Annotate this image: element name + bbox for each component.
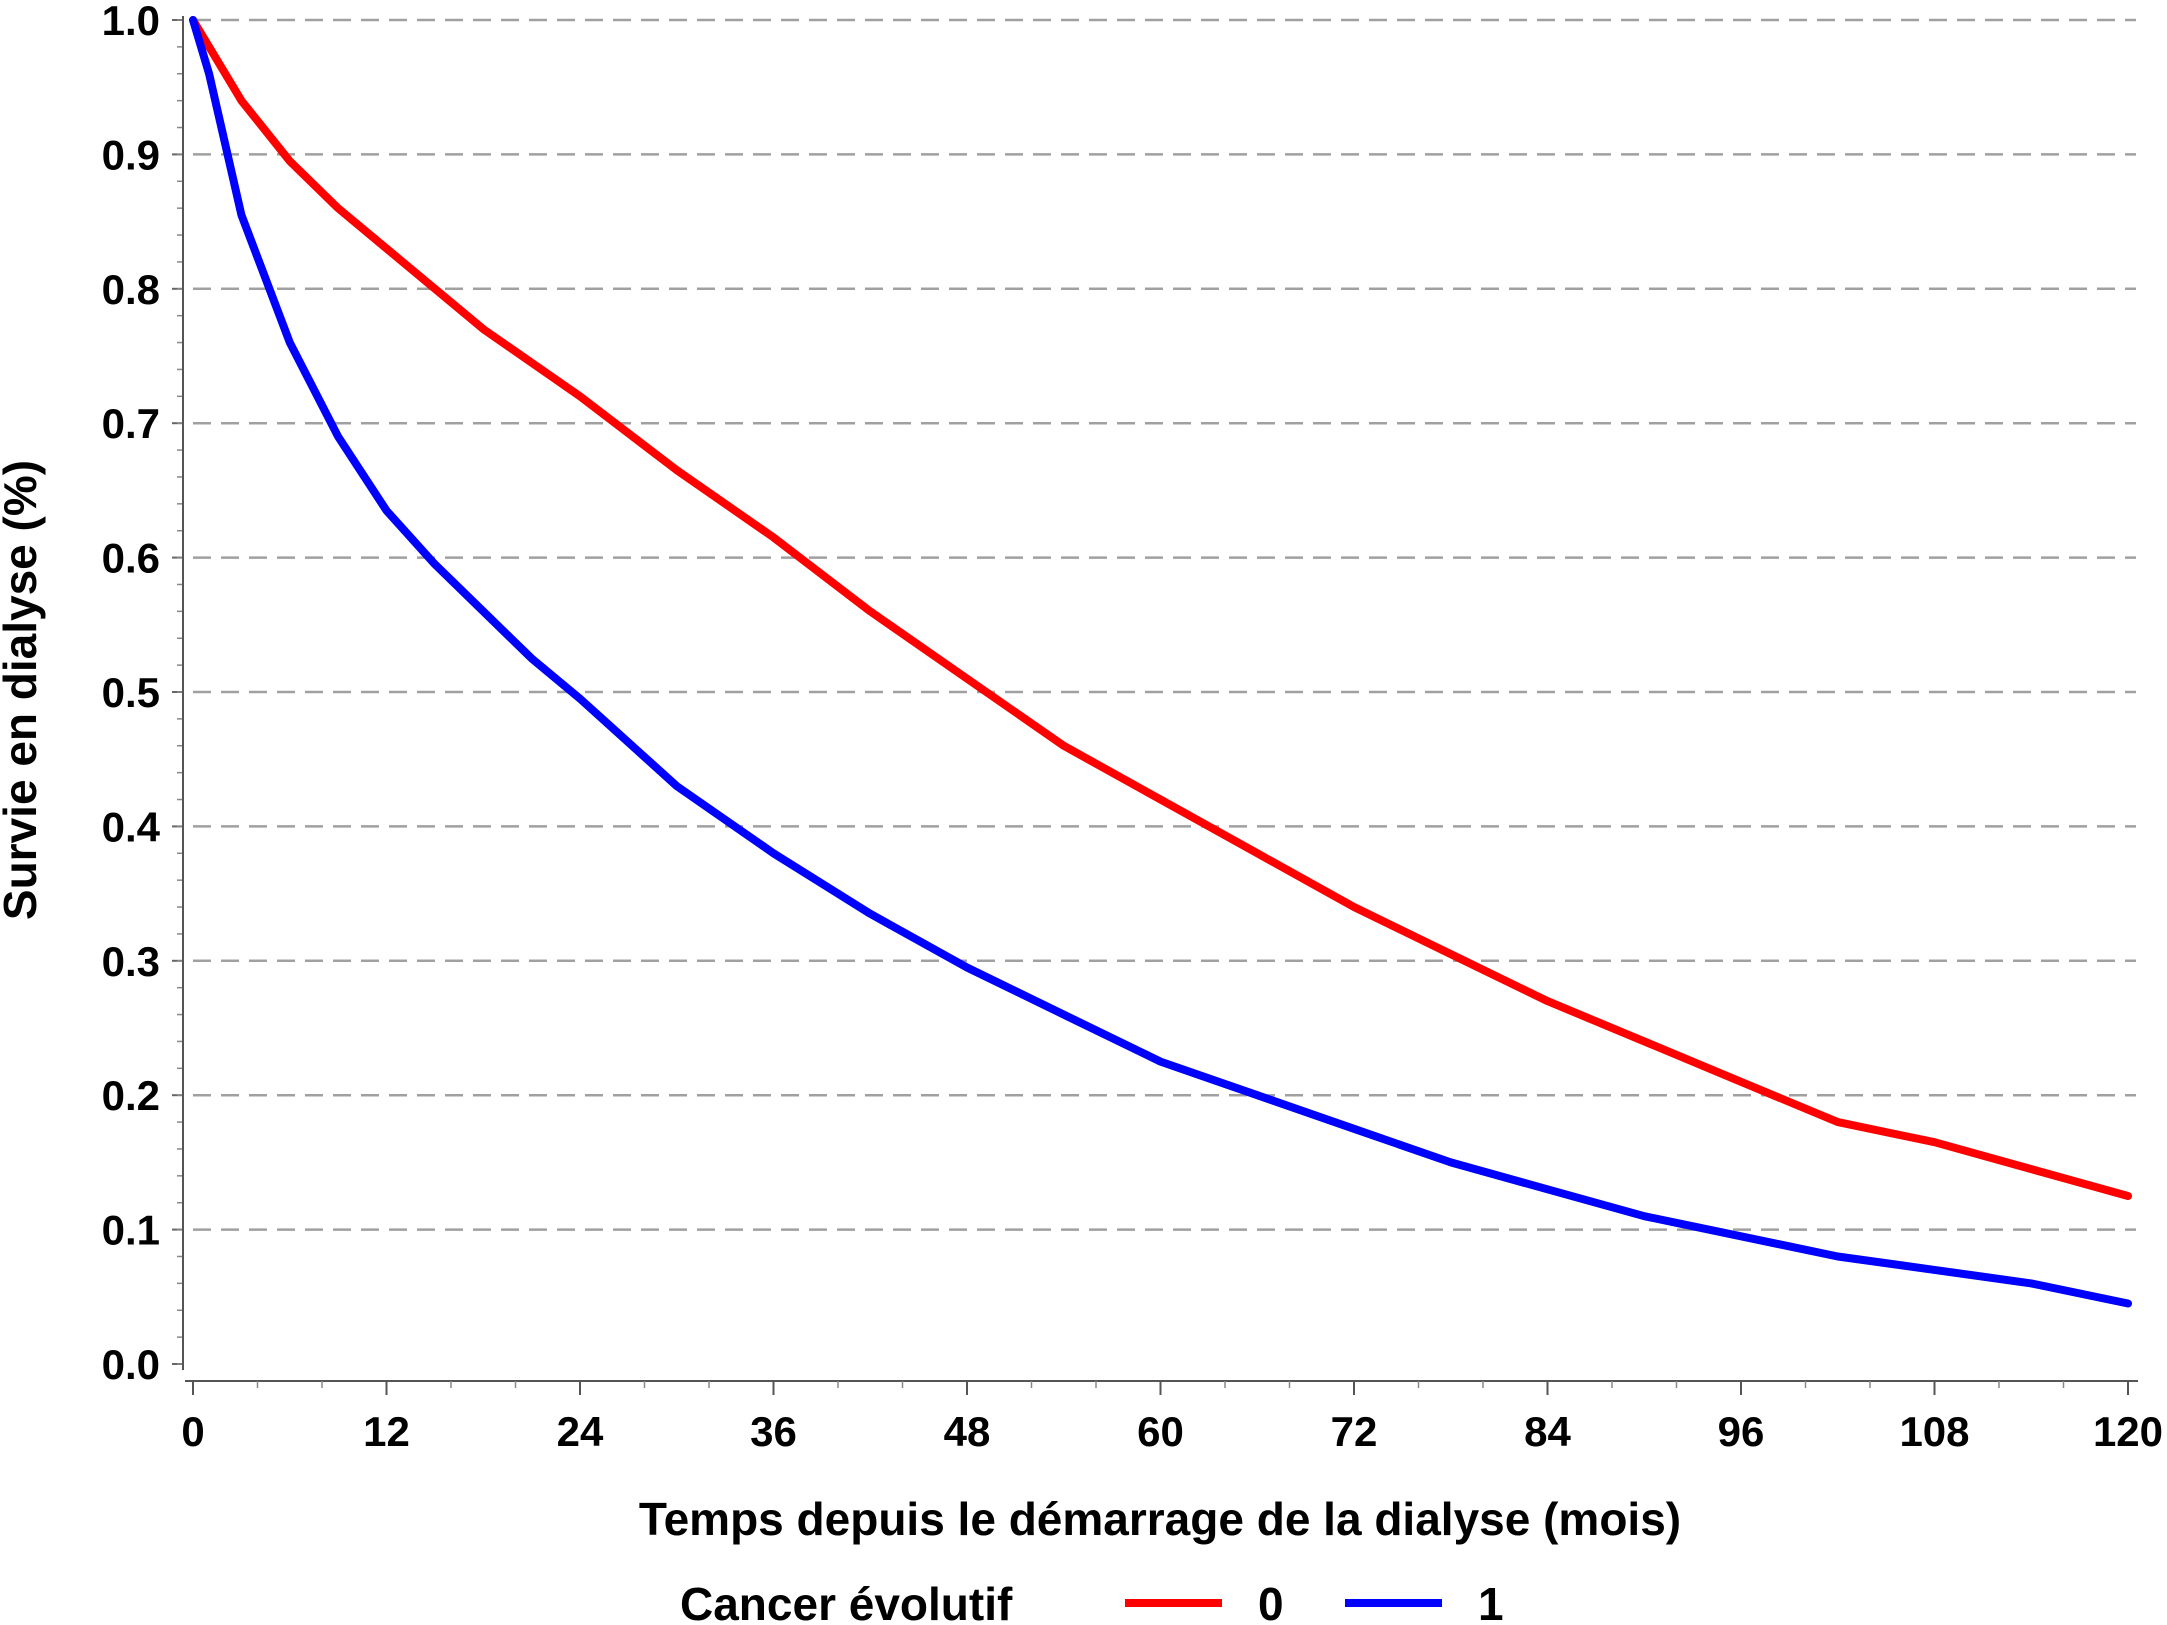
series-lines [189,16,2132,1308]
y-tick-label: 0.5 [102,669,160,716]
legend: Cancer évolutif 0 1 [680,1578,1504,1625]
x-tick-label: 108 [1899,1408,1969,1455]
y-tick-label: 0.4 [102,803,161,850]
legend-label-0: 0 [1258,1578,1284,1625]
x-tick-label: 0 [181,1408,204,1455]
axes: 0.0 0.1 0.2 0.3 0.4 0.5 0.6 0.7 0.8 0.9 1.0 0 12 24 36… [102,0,2163,1455]
x-tick-label: 84 [1524,1408,1571,1455]
x-tick-label: 24 [557,1408,604,1455]
y-tick-label: 0.7 [102,400,160,447]
series-line-1 [189,16,2132,1308]
legend-title: Cancer évolutif [680,1578,1013,1625]
x-tick-label: 72 [1331,1408,1378,1455]
x-tick-label: 96 [1718,1408,1765,1455]
x-axis-title: Temps depuis le démarrage de la dialyse … [639,1493,1681,1545]
y-tick-label: 0.3 [102,938,160,985]
y-tick-label: 0.1 [102,1207,160,1254]
y-tick-label: 1.0 [102,0,160,44]
x-tick-label: 36 [750,1408,797,1455]
x-tick-label: 60 [1137,1408,1184,1455]
x-tick-label: 12 [363,1408,410,1455]
y-tick-label: 0.9 [102,131,160,178]
gridlines [193,18,2136,1231]
series-line-0 [189,16,2132,1200]
y-tick-label: 0.8 [102,266,160,313]
x-tick-label: 48 [944,1408,991,1455]
legend-label-1: 1 [1478,1578,1504,1625]
y-tick-label: 0.6 [102,535,160,582]
x-tick-label: 120 [2093,1408,2163,1455]
y-tick-label: 0.0 [102,1341,160,1388]
y-axis-title: Survie en dialyse (%) [0,460,46,920]
y-tick-label: 0.2 [102,1072,160,1119]
